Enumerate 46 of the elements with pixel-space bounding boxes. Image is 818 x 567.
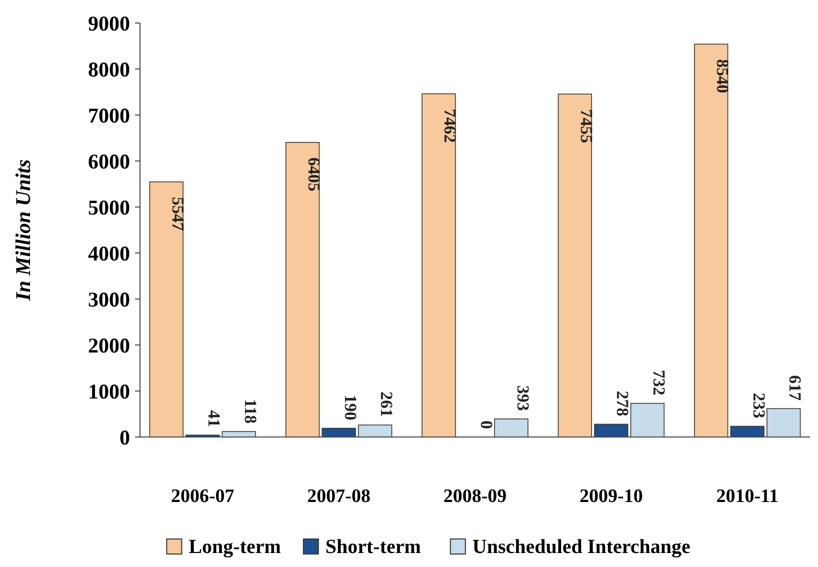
- y-tick-label: 9000: [88, 11, 130, 36]
- data-label: 0: [477, 420, 496, 429]
- y-tick-label: 3000: [88, 287, 130, 312]
- bar: [730, 426, 764, 438]
- bar: [494, 418, 528, 438]
- data-label: 278: [613, 390, 632, 416]
- y-tick-label: 6000: [88, 149, 130, 174]
- bar: [630, 402, 665, 438]
- data-label: 6405: [304, 157, 324, 192]
- data-label: 118: [240, 399, 260, 424]
- y-axis-title: In Million Units: [11, 159, 35, 302]
- data-label: 41: [204, 410, 224, 428]
- y-tick-label: 4000: [88, 241, 130, 266]
- legend-label: Long-term: [188, 536, 282, 558]
- y-tick-label: 7000: [88, 103, 130, 128]
- y-tick-label: 2000: [88, 333, 130, 358]
- bar: [322, 428, 356, 438]
- x-tick-label: 2006-07: [170, 486, 235, 507]
- x-tick-label: 2007-08: [307, 486, 370, 507]
- data-label: 393: [513, 385, 532, 411]
- data-label: 261: [377, 391, 396, 417]
- data-label: 5547: [168, 196, 188, 232]
- data-label: 8540: [713, 59, 732, 94]
- bar: [149, 181, 184, 438]
- data-label: 7455: [576, 109, 596, 144]
- bar: [422, 93, 456, 438]
- legend-label: Short-term: [325, 536, 422, 558]
- data-label: 617: [786, 375, 805, 402]
- bar: [558, 94, 592, 438]
- data-label: 233: [749, 392, 768, 418]
- bar: [285, 142, 320, 438]
- bar: [358, 424, 392, 438]
- legend-label: Unscheduled Interchange: [472, 536, 691, 558]
- bar: [766, 408, 801, 438]
- data-label: 732: [649, 370, 668, 396]
- x-tick-label: 2008-09: [443, 486, 507, 507]
- x-tick-label: 2010-11: [716, 486, 778, 507]
- y-tick-label: 1000: [88, 379, 130, 404]
- x-tick-label: 2009-10: [580, 486, 643, 507]
- y-tick-label: 5000: [88, 195, 130, 220]
- data-label: 7462: [440, 108, 460, 143]
- data-label: 190: [340, 394, 360, 420]
- bar: [694, 44, 728, 438]
- bar: [594, 424, 628, 438]
- y-tick-label: 8000: [88, 57, 130, 82]
- y-tick-label: 0: [120, 425, 130, 450]
